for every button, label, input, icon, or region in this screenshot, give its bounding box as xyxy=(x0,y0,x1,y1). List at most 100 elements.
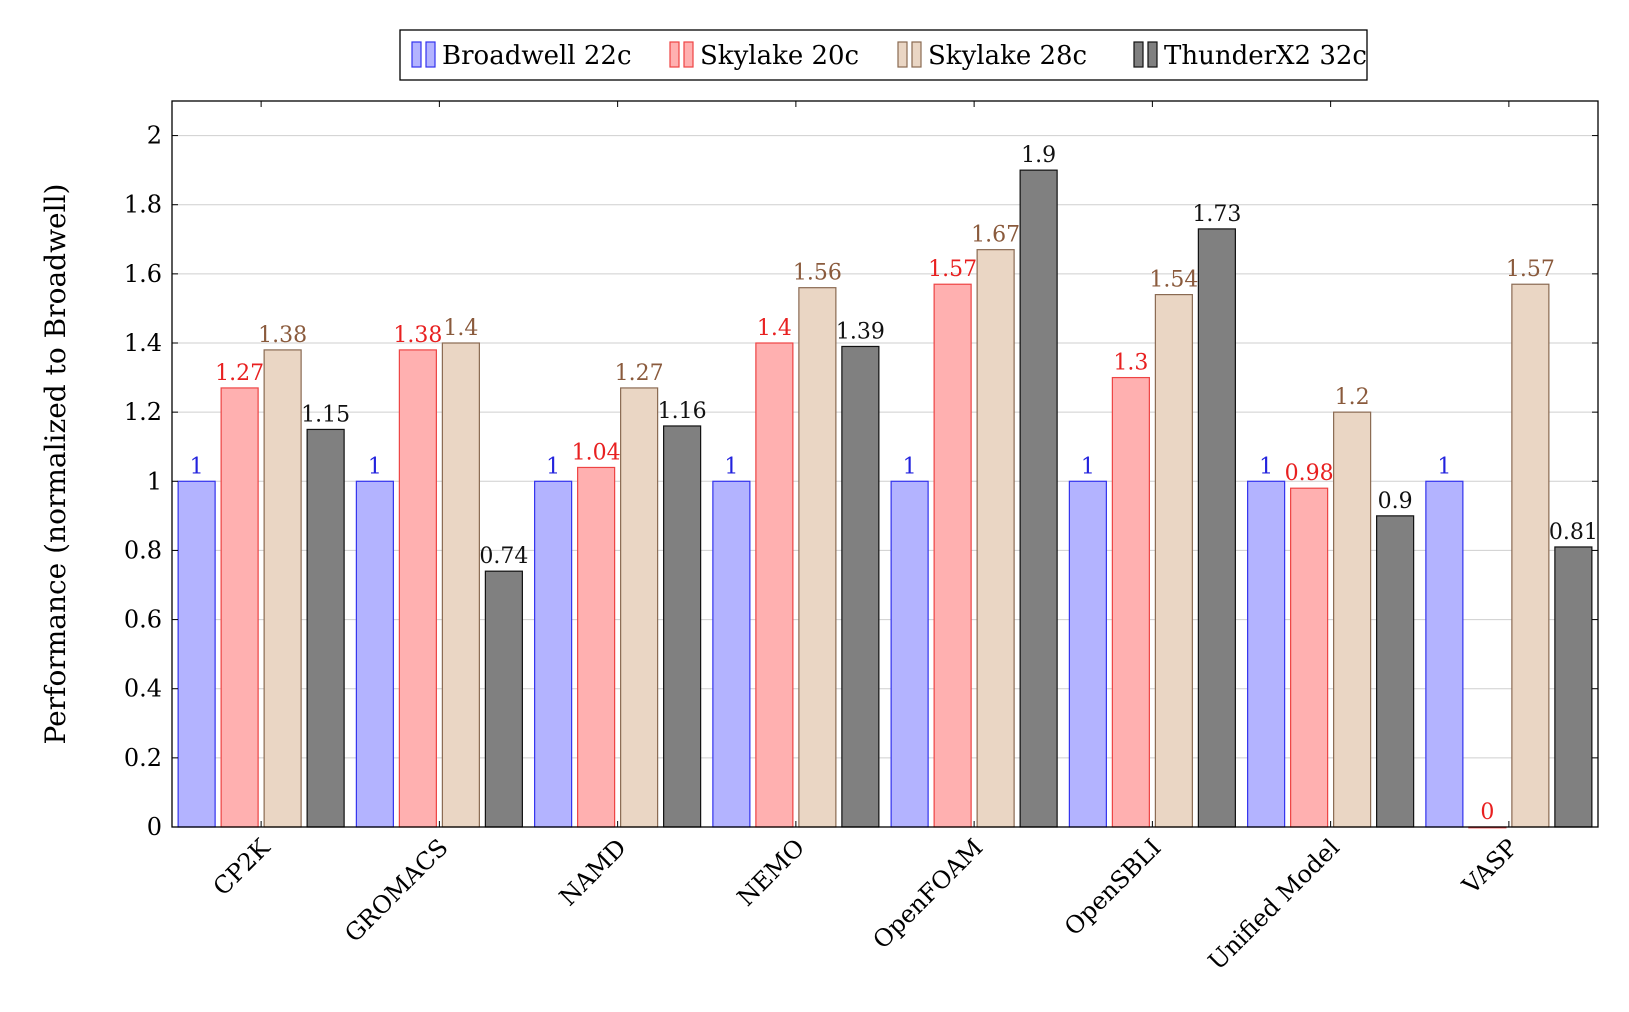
bar xyxy=(263,349,302,828)
data-label: 1.4 xyxy=(443,316,478,341)
data-label: 1 xyxy=(1259,454,1273,479)
data-label: 1.16 xyxy=(658,399,707,424)
y-tick-label: 0.6 xyxy=(124,606,162,634)
bar xyxy=(1290,487,1329,828)
data-label: 1.2 xyxy=(1335,385,1370,410)
data-label: 1 xyxy=(903,454,917,479)
data-label: 1.04 xyxy=(572,440,621,465)
data-label: 1 xyxy=(546,454,560,479)
data-label: 1.57 xyxy=(928,257,977,282)
data-label: 0.98 xyxy=(1285,461,1334,486)
bar xyxy=(1376,515,1415,828)
data-label: 0.9 xyxy=(1378,489,1413,514)
data-label: 1.3 xyxy=(1113,351,1148,376)
bar xyxy=(1425,480,1464,828)
x-tick-label: VASP xyxy=(1456,833,1523,900)
data-label: 0 xyxy=(1480,800,1494,825)
x-tick-label: NEMO xyxy=(732,833,810,911)
x-tick-label: OpenFOAM xyxy=(867,833,988,954)
legend-swatch xyxy=(669,41,680,68)
data-label: 1.54 xyxy=(1149,268,1198,293)
bar xyxy=(1511,283,1550,828)
data-label: 1 xyxy=(1437,454,1451,479)
legend-swatch xyxy=(911,41,922,68)
y-tick-label: 2 xyxy=(147,122,162,150)
bar xyxy=(1068,480,1107,828)
bar xyxy=(398,349,437,828)
data-label: 1.9 xyxy=(1021,143,1056,168)
y-tick-label: 0 xyxy=(147,813,162,841)
bar xyxy=(620,387,659,828)
bar xyxy=(1554,546,1593,828)
legend-swatch xyxy=(1147,41,1158,68)
y-tick-label: 1.2 xyxy=(124,398,162,426)
x-tick-label: NAMD xyxy=(554,833,632,911)
bar xyxy=(1247,480,1286,828)
bar xyxy=(798,287,837,828)
y-tick-label: 1.4 xyxy=(124,329,162,357)
bar xyxy=(534,480,573,828)
x-tick-label: OpenSBLI xyxy=(1059,833,1167,941)
legend-label: ThunderX2 32c xyxy=(1164,41,1367,71)
bar xyxy=(755,342,794,828)
data-label: 1.56 xyxy=(793,261,842,286)
data-label: 1.15 xyxy=(301,402,350,427)
legend-swatch xyxy=(897,41,908,68)
bar xyxy=(890,480,929,828)
y-tick-label: 0.2 xyxy=(124,744,162,772)
data-label: 1.57 xyxy=(1506,257,1555,282)
data-label: 1 xyxy=(724,454,738,479)
data-label: 1.73 xyxy=(1192,202,1241,227)
legend-label: Skylake 20c xyxy=(700,41,859,71)
bar xyxy=(1154,294,1193,828)
data-label: 1.38 xyxy=(393,323,442,348)
data-label: 1.27 xyxy=(615,361,664,386)
bar xyxy=(976,249,1015,828)
data-label: 1.38 xyxy=(258,323,307,348)
x-tick-label: GROMACS xyxy=(339,833,453,947)
data-label: 1 xyxy=(190,454,204,479)
legend-swatch xyxy=(425,41,436,68)
y-tick-label: 0.8 xyxy=(124,536,162,564)
bar xyxy=(441,342,480,828)
data-label: 1.4 xyxy=(757,316,792,341)
bar xyxy=(663,425,702,828)
bar xyxy=(355,480,394,828)
bar xyxy=(1333,411,1372,828)
legend-label: Skylake 28c xyxy=(928,41,1087,71)
data-label: 1 xyxy=(1081,454,1095,479)
bar xyxy=(177,480,216,828)
bar xyxy=(1019,169,1058,828)
data-label: 1.67 xyxy=(971,223,1020,248)
legend-swatch xyxy=(1133,41,1144,68)
bar xyxy=(1111,376,1150,828)
bar xyxy=(306,428,345,828)
legend: Broadwell 22c Skylake 20c Skylake 28c Thund… xyxy=(399,29,1368,81)
bar xyxy=(841,345,880,828)
data-label: 1 xyxy=(368,454,382,479)
y-tick-label: 1 xyxy=(147,467,162,495)
y-axis-title: Performance (normalized to Broadwell) xyxy=(39,184,72,745)
data-label: 1.27 xyxy=(215,361,264,386)
x-tick-label: CP2K xyxy=(208,833,276,901)
data-label: 1.39 xyxy=(836,319,885,344)
bar xyxy=(577,466,616,828)
bar xyxy=(933,283,972,828)
legend-swatch xyxy=(411,41,422,68)
bar xyxy=(712,480,751,828)
x-tick-label: Unified Model xyxy=(1203,833,1345,975)
bar xyxy=(484,570,523,828)
y-tick-label: 1.8 xyxy=(124,191,162,219)
y-tick-label: 1.6 xyxy=(124,260,162,288)
legend-swatch xyxy=(683,41,694,68)
data-label: 0.81 xyxy=(1549,520,1598,545)
data-label: 0.74 xyxy=(479,544,528,569)
y-tick-label: 0.4 xyxy=(124,675,162,703)
bars xyxy=(177,169,1593,829)
legend-label: Broadwell 22c xyxy=(442,41,632,71)
plot-frame xyxy=(171,100,1599,828)
bar xyxy=(1197,228,1236,828)
legend-box xyxy=(399,29,1368,81)
